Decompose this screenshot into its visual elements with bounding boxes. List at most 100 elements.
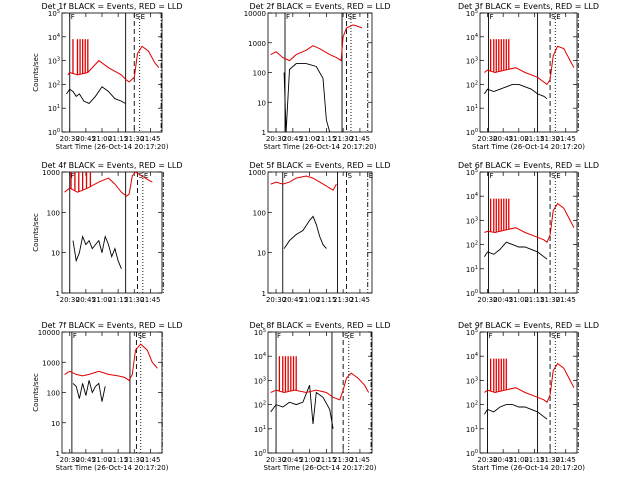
x-tick-label: 21:00: [92, 135, 112, 143]
y-tick-label: 1: [262, 290, 266, 298]
x-tick-label: 20:30: [477, 456, 497, 464]
x-tick-label: 21:30: [124, 135, 144, 143]
marker-e: E: [556, 332, 560, 340]
plot-frame: [267, 171, 373, 294]
y-tick-label: 105: [48, 9, 60, 18]
x-tick-label: 21:00: [92, 296, 112, 304]
marker-f: F: [489, 332, 493, 340]
panel-title: Det 4f BLACK = Events, RED = LLD: [41, 161, 182, 170]
x-tick-label: 20:45: [493, 135, 513, 143]
events-series-line: [270, 385, 334, 429]
marker-f: F: [490, 13, 494, 21]
x-tick-label: 20:30: [60, 456, 80, 464]
x-axis-label: Start Time (26-Oct-14 20:17:20): [56, 143, 169, 151]
marker-f: F: [286, 13, 290, 21]
y-tick-label: 105: [466, 9, 478, 18]
plot-frame: [479, 12, 578, 133]
y-tick-label: 100: [254, 449, 266, 458]
y-tick-label: 101: [466, 265, 478, 274]
x-tick-label: 21:30: [540, 296, 560, 304]
y-tick-label: 104: [466, 33, 478, 42]
marker-f: F: [71, 13, 75, 21]
marker-e: E: [369, 172, 373, 180]
y-tick-label: 103: [466, 216, 478, 225]
events-series-line: [72, 380, 106, 402]
x-tick-label: 21:15: [524, 135, 544, 143]
y-tick-label: 104: [48, 33, 60, 42]
x-axis-label: Start Time (26-Oct-14 20:17:20): [56, 464, 169, 472]
y-tick-label: 1: [262, 129, 266, 137]
x-tick-label: 21:00: [509, 135, 529, 143]
y-tick-label: 102: [254, 401, 266, 410]
lld-series-line: [64, 171, 153, 197]
marker-s: S: [551, 172, 556, 180]
marker-s: S: [135, 13, 140, 21]
marker-s: S: [551, 332, 556, 340]
y-tick-label: 103: [254, 376, 266, 385]
x-tick-label: 21:45: [140, 456, 160, 464]
detector-panel-6: Det 6f BLACK = Events, RED = LLD 100 101 10…: [458, 161, 599, 304]
detector-panel-8: Det 8f BLACK = Events, RED = LLD 100 101 10…: [249, 321, 390, 472]
x-tick-label: 21:45: [350, 135, 370, 143]
events-series-line: [484, 83, 548, 100]
x-tick-label: 20:45: [76, 456, 96, 464]
plot-frame: [479, 331, 578, 454]
events-series-line: [283, 215, 327, 249]
x-tick-label: 20:30: [266, 456, 286, 464]
y-tick-label: 1000: [248, 40, 266, 48]
detector-panel-4: Det 4f BLACK = Events, RED = LLD 1 10 100 10…: [32, 161, 183, 304]
marker-e: E: [141, 13, 145, 21]
y-tick-label: 105: [254, 328, 266, 337]
lld-series-line: [270, 24, 363, 62]
y-tick-label: 100: [47, 390, 60, 398]
marker-f: F: [284, 172, 288, 180]
y-tick-label: 1: [56, 450, 60, 458]
x-tick-label: 21:30: [333, 456, 353, 464]
x-tick-label: 20:45: [76, 296, 96, 304]
panel-title: Det 3f BLACK = Events, RED = LLD: [458, 2, 599, 11]
x-tick-label: 20:30: [477, 296, 497, 304]
y-tick-label: 105: [466, 168, 478, 177]
y-tick-label: 101: [254, 425, 266, 434]
x-tick-label: 20:30: [266, 135, 286, 143]
marker-s: S: [138, 172, 143, 180]
y-tick-label: 10: [257, 99, 266, 107]
y-tick-label: 101: [466, 104, 478, 113]
y-tick-label: 103: [466, 57, 478, 66]
lld-series-line: [64, 343, 158, 382]
plot-frame: [267, 331, 373, 454]
detector-panel-2: Det 2f BLACK = Events, RED = LLD 1 10 100 10…: [244, 2, 391, 151]
x-tick-label: 21:15: [524, 296, 544, 304]
x-tick-label: 21:15: [316, 456, 336, 464]
y-tick-label: 100: [47, 209, 60, 217]
lld-series-line: [484, 202, 575, 243]
y-tick-label: 1000: [248, 169, 266, 177]
y-tick-label: 10: [51, 420, 60, 428]
panel-title: Det 5f BLACK = Events, RED = LLD: [249, 161, 390, 170]
y-tick-label: 102: [466, 401, 478, 410]
y-tick-label: 103: [466, 376, 478, 385]
x-tick-label: 21:30: [540, 135, 560, 143]
y-tick-label: 100: [253, 209, 266, 217]
plot-frame: [61, 12, 163, 133]
marker-e: E: [556, 13, 560, 21]
x-tick-label: 21:30: [333, 135, 353, 143]
y-tick-label: 100: [253, 70, 266, 78]
detector-panel-5: Det 5f BLACK = Events, RED = LLD 1 10 100 10…: [248, 161, 390, 304]
y-tick-label: 103: [48, 57, 60, 66]
x-tick-label: 21:30: [124, 296, 144, 304]
marker-s: S: [348, 172, 353, 180]
x-tick-label: 20:30: [477, 135, 497, 143]
marker-f: F: [73, 332, 77, 340]
x-tick-label: 21:30: [333, 296, 353, 304]
x-tick-label: 21:45: [556, 135, 576, 143]
marker-s: S: [344, 332, 349, 340]
plot-frame: [61, 171, 163, 294]
x-tick-label: 21:45: [350, 456, 370, 464]
x-axis-label: Start Time (26-Oct-14 20:17:20): [264, 464, 377, 472]
y-axis-label: Counts/sec: [32, 53, 40, 92]
marker-s: S: [551, 13, 556, 21]
y-tick-label: 101: [48, 104, 60, 113]
